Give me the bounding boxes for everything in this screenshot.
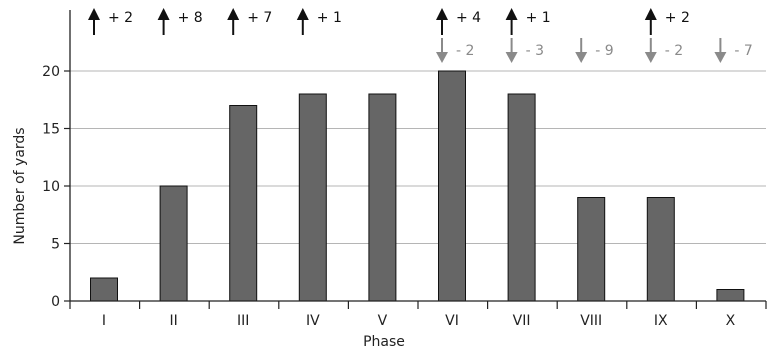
loss-arrow-VII	[505, 38, 518, 63]
bar-IX	[646, 197, 675, 302]
loss-arrow-IX	[644, 38, 657, 63]
gain-arrow-IX	[644, 8, 657, 35]
y-tick-label: 10	[42, 179, 60, 195]
bar-X	[716, 289, 745, 302]
gain-label: + 8	[178, 10, 203, 26]
loss-label: - 9	[595, 43, 613, 59]
gain-arrow-I	[88, 8, 100, 35]
bar-IV	[298, 93, 327, 302]
y-tick-label: 0	[51, 294, 60, 310]
gain-arrow-II	[157, 8, 170, 35]
gain-arrow-III	[227, 8, 240, 35]
x-tick-label: X	[726, 313, 736, 329]
x-tick-label: VI	[445, 313, 459, 329]
loss-arrow-VIII	[575, 38, 588, 63]
gain-label: + 2	[108, 10, 133, 26]
gain-label: + 4	[456, 10, 481, 26]
bar-VII	[507, 93, 536, 302]
bar-V	[368, 93, 397, 302]
bar-II	[159, 185, 188, 302]
gain-label: + 2	[665, 10, 690, 26]
gain-arrow-VI	[436, 8, 448, 35]
bar-III	[229, 105, 258, 302]
gain-label: + 7	[247, 10, 272, 26]
x-tick-label: I	[102, 313, 106, 329]
gain-label: + 1	[526, 10, 551, 26]
change-annotations: + 2 + 8 + 7 + 1 + 4 + 1 + 2 - 2 - 3 - 9 - 2 - 7	[88, 8, 753, 63]
y-tick-label: 5	[51, 237, 60, 253]
loss-label: - 2	[665, 43, 683, 59]
x-tick-label: III	[237, 313, 249, 329]
loss-arrow-X	[714, 38, 727, 63]
y-tick-label: 20	[42, 64, 60, 80]
gain-arrow-VII	[505, 8, 518, 35]
x-tick-label: II	[169, 313, 177, 329]
x-tick-label: IV	[306, 313, 320, 329]
x-axis-title: Phase	[363, 334, 405, 350]
y-tick-label: 15	[42, 122, 60, 138]
gain-label: + 1	[317, 10, 342, 26]
y-axis-title: Number of yards	[12, 127, 28, 244]
x-tick-label: V	[378, 313, 388, 329]
loss-label: - 3	[526, 43, 544, 59]
loss-arrow-VI	[436, 38, 448, 63]
loss-label: - 7	[734, 43, 752, 59]
x-tick-label: VII	[513, 313, 531, 329]
bar-VI	[438, 70, 466, 302]
bars	[90, 70, 745, 302]
bar-VIII	[577, 197, 606, 302]
bar-I	[90, 277, 118, 302]
x-tick-label: IX	[654, 313, 668, 329]
loss-label: - 2	[456, 43, 474, 59]
x-tick-label: VIII	[580, 313, 602, 329]
gain-arrow-IV	[296, 8, 309, 35]
